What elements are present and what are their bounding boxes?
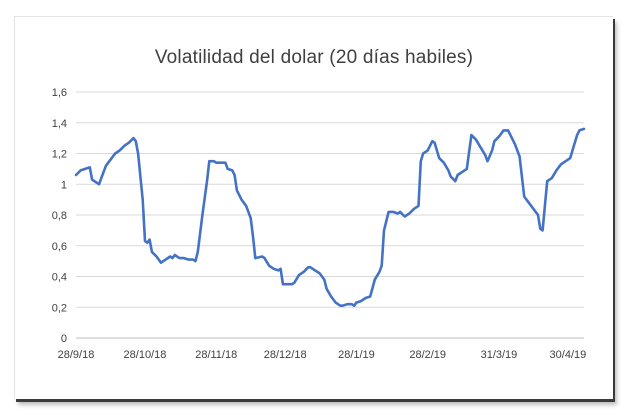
x-axis-tick-labels: 28/9/18 28/10/18 28/11/18 28/12/18 28/1/19 28… (58, 349, 587, 361)
y-tick-label: 0 (61, 333, 67, 345)
y-tick-label: 1,2 (52, 149, 67, 161)
x-tick-label: 28/11/18 (195, 349, 237, 361)
x-tick-label: 30/4/19 (550, 349, 587, 361)
x-tick-label: 28/10/18 (124, 349, 167, 361)
y-tick-label: 1,4 (52, 118, 67, 130)
y-tick-label: 1,6 (52, 87, 67, 99)
x-tick-label: 28/2/19 (409, 349, 446, 361)
y-tick-label: 0,8 (52, 210, 67, 222)
y-tick-label: 0,4 (52, 272, 67, 284)
x-tick-label: 28/1/19 (338, 349, 375, 361)
chart-container: Volatilidad del dolar (20 días habiles) (14, 16, 613, 399)
x-tick-label: 28/9/18 (58, 349, 95, 361)
x-tick-label: 28/12/18 (264, 349, 307, 361)
series-line (74, 127, 586, 308)
chart-title: Volatilidad del dolar (20 días habiles) (154, 47, 474, 68)
gridlines (76, 91, 584, 339)
y-tick-label: 0,6 (52, 241, 67, 253)
y-axis-tick-labels: 0 0,2 0,4 0,6 0,8 1 1,2 1,4 1,6 (52, 87, 67, 345)
x-tick-label: 31/3/19 (481, 349, 518, 361)
y-tick-label: 1 (61, 179, 67, 191)
series-layer (74, 127, 586, 308)
y-tick-label: 0,2 (52, 302, 67, 314)
